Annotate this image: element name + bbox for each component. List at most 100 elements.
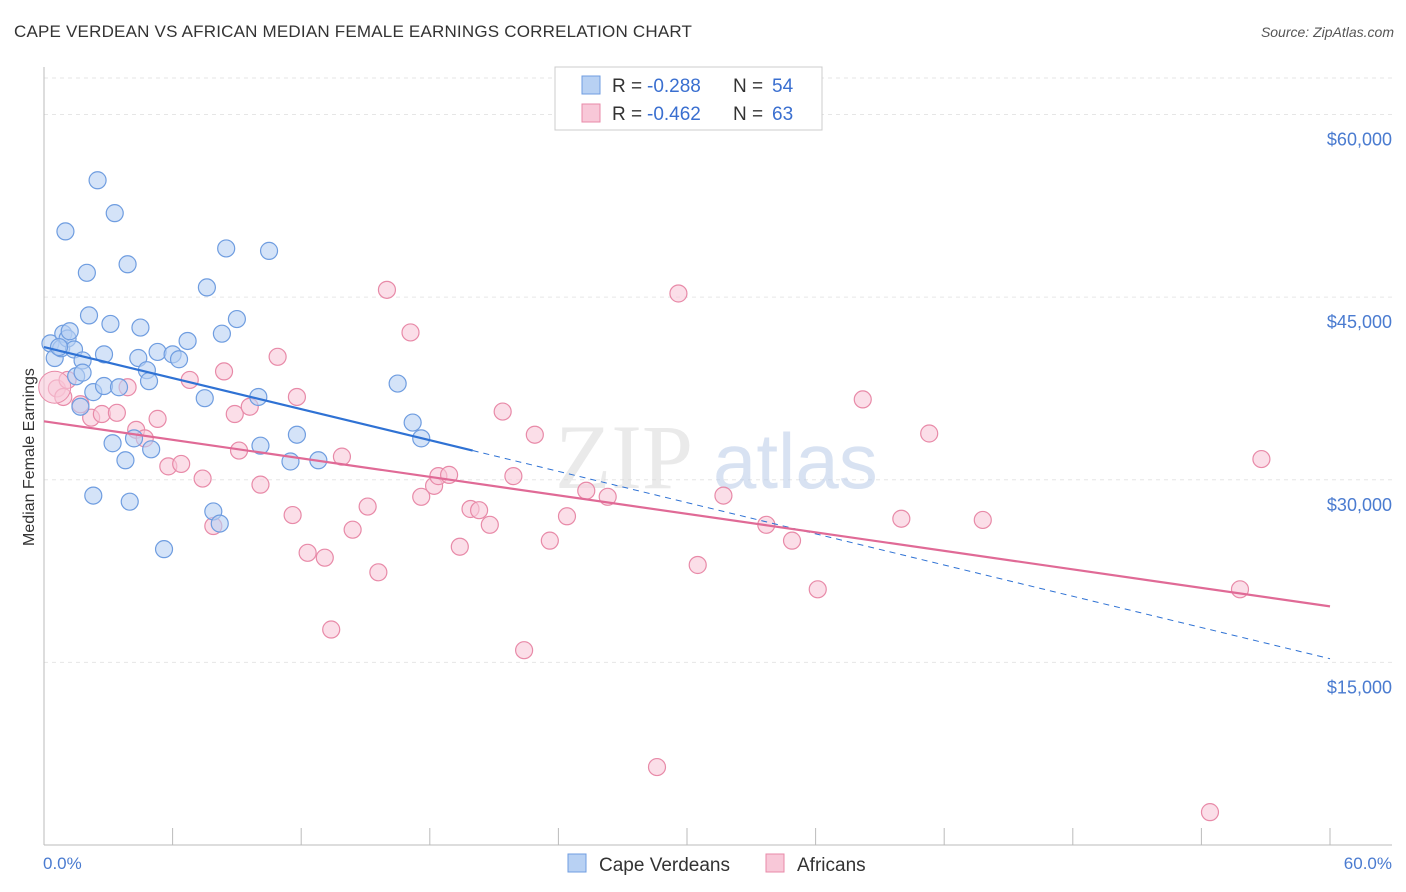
correlation-legend: R = -0.288 N = 54 R = -0.462 N = 63 <box>554 66 823 131</box>
data-point <box>688 555 707 575</box>
data-point <box>403 413 422 432</box>
data-point <box>298 543 317 562</box>
data-point <box>105 204 124 223</box>
bottom-swatch-pink <box>765 853 785 873</box>
data-point <box>973 510 992 530</box>
data-point <box>84 486 103 505</box>
data-point <box>647 757 667 777</box>
data-point <box>287 425 307 444</box>
trend-lines <box>43 345 1331 660</box>
y-tick-label: $15,000 <box>1327 677 1392 697</box>
data-point <box>377 280 397 299</box>
data-point <box>118 255 137 274</box>
data-point <box>225 404 244 424</box>
data-point <box>480 515 499 534</box>
data-point <box>73 363 92 382</box>
data-point <box>94 345 114 364</box>
chart-title: CAPE VERDEAN VS AFRICAN MEDIAN FEMALE EA… <box>14 22 693 41</box>
data-point <box>227 309 246 329</box>
axes <box>43 67 1392 846</box>
gridlines <box>44 77 1392 663</box>
data-point <box>540 531 559 550</box>
data-point <box>322 620 341 639</box>
data-point <box>178 331 197 351</box>
data-point <box>268 347 287 366</box>
data-point <box>315 548 334 567</box>
legend-n-label-1: N = <box>733 76 763 97</box>
series-africans <box>38 280 1271 822</box>
y-tick-labels: $15,000 $30,000 $45,000 $60,000 <box>1327 130 1392 698</box>
data-point <box>197 278 216 297</box>
data-point <box>88 171 107 190</box>
legend-r-value-2: -0.462 <box>647 104 701 125</box>
data-point <box>148 342 167 362</box>
series-legend: Cape Verdeans Africans <box>567 853 866 876</box>
legend-r-label-1: R = <box>612 76 642 97</box>
data-point <box>109 378 129 397</box>
data-point <box>401 323 420 342</box>
series-cape-verdeans <box>41 171 431 559</box>
data-point <box>469 501 489 520</box>
legend-r-value-1: -0.288 <box>647 76 701 97</box>
data-point <box>369 563 388 582</box>
data-point <box>169 350 189 369</box>
data-point <box>154 540 174 559</box>
data-point <box>193 469 212 488</box>
data-point <box>214 362 234 381</box>
data-point <box>103 434 122 453</box>
trend-line-africans <box>43 420 1331 608</box>
data-point <box>217 239 236 258</box>
legend-r-label-2: R = <box>612 104 642 125</box>
legend-n-value-1: 54 <box>772 76 794 97</box>
legend-n-label-2: N = <box>733 104 763 125</box>
data-point <box>669 284 688 303</box>
data-point <box>1200 803 1220 822</box>
data-point <box>782 531 802 550</box>
y-tick-label: $60,000 <box>1327 130 1392 150</box>
data-point <box>107 403 126 422</box>
data-point <box>515 641 534 660</box>
data-point <box>77 263 96 282</box>
data-point <box>892 509 911 528</box>
data-point-cluster <box>38 370 72 404</box>
data-point <box>71 397 90 416</box>
data-point <box>557 507 577 526</box>
y-tick-label: $45,000 <box>1327 312 1392 332</box>
data-point <box>808 580 827 599</box>
trend-line-cape-verdeans-extrapolated <box>472 450 1331 660</box>
data-point <box>148 409 167 428</box>
data-point <box>287 387 307 407</box>
data-point <box>195 389 214 408</box>
legend-n-value-2: 63 <box>772 104 793 125</box>
data-point <box>92 404 111 424</box>
data-point <box>212 324 231 343</box>
data-point <box>131 318 150 337</box>
legend-swatch-blue <box>581 75 601 95</box>
bottom-legend-pink: Africans <box>797 855 866 876</box>
trend-line-cape-verdeans <box>43 345 473 452</box>
bottom-swatch-blue <box>567 853 587 873</box>
data-point <box>56 222 75 241</box>
data-point <box>101 314 120 334</box>
data-point <box>251 436 270 455</box>
data-point <box>343 520 362 539</box>
data-point <box>120 492 139 511</box>
data-point <box>60 322 79 341</box>
watermark-zip: ZIP <box>555 406 693 508</box>
x-tick-min: 0.0% <box>43 854 82 873</box>
data-point <box>94 376 114 396</box>
bottom-legend-blue: Cape Verdeans <box>599 855 730 876</box>
data-point <box>853 390 872 409</box>
data-point <box>525 425 544 444</box>
y-axis-label: Median Female Earnings <box>21 368 38 546</box>
data-point <box>172 454 191 474</box>
data-point <box>714 486 733 505</box>
data-point <box>259 241 279 260</box>
data-point <box>1252 449 1271 469</box>
x-tick-max: 60.0% <box>1344 854 1392 873</box>
data-point <box>116 451 135 470</box>
data-point <box>283 505 302 525</box>
data-point <box>251 475 270 494</box>
y-tick-label: $30,000 <box>1327 495 1392 515</box>
